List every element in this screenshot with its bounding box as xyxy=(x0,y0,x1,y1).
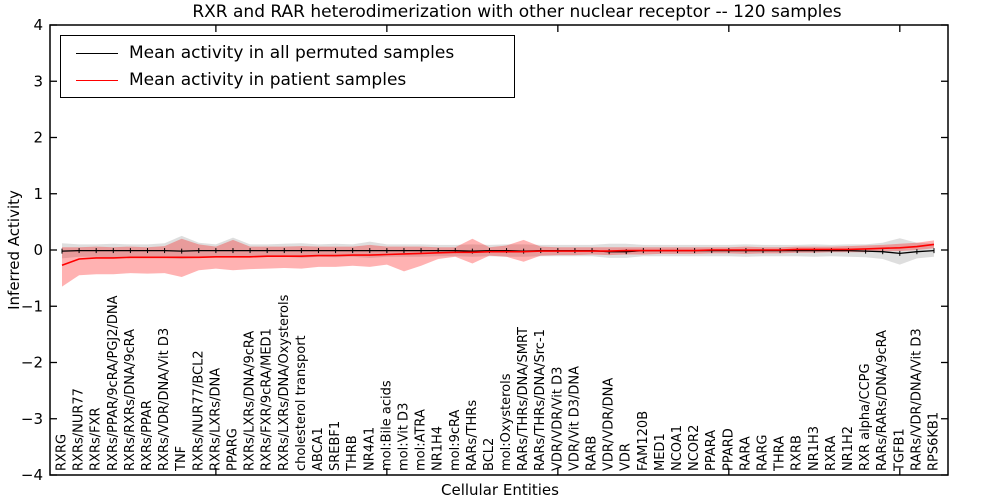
x-category-label: RXRA xyxy=(824,436,839,471)
x-category-label: MED1 xyxy=(653,433,668,471)
y-tick-label: 4 xyxy=(33,16,43,34)
x-category-label: RXRB xyxy=(790,435,805,471)
x-category-label: NR1H4 xyxy=(431,426,446,471)
x-category-label: RXRs/PPAR/9cRA/PGJ2/DNA xyxy=(106,295,121,471)
x-category-label: mol:Vit D3 xyxy=(397,403,412,471)
legend-line-permuted xyxy=(76,52,118,54)
x-category-label: RXRs/VDR/DNA/Vit D3 xyxy=(157,328,172,471)
x-category-label: RPS6KB1 xyxy=(927,412,942,471)
x-category-label: RXRs/LXRs/DNA/9cRA xyxy=(243,331,258,471)
y-tick-label: −2 xyxy=(21,354,43,372)
x-category-label: RXR alpha/CCPG xyxy=(858,363,873,471)
x-category-label: RXRs/PPAR xyxy=(140,400,155,471)
x-category-label: VDR/VDR/DNA xyxy=(602,378,617,471)
x-category-label: VDR/VDR/Vit D3 xyxy=(550,367,565,471)
x-category-label: RXRs/LXRs/DNA/Oxysterols xyxy=(277,294,292,471)
x-category-label: VDR xyxy=(619,443,634,471)
y-tick-label: −4 xyxy=(21,466,43,484)
chart-title: RXR and RAR heterodimerization with othe… xyxy=(192,2,842,22)
legend-label-patient: Mean activity in patient samples xyxy=(129,70,407,90)
y-tick-label: 2 xyxy=(33,129,43,147)
y-axis-label: Inferred Activity xyxy=(5,190,23,310)
permuted-mean-line xyxy=(61,249,935,255)
x-category-label: PPARD xyxy=(721,428,736,471)
x-category-label: RARA xyxy=(738,436,753,471)
x-category-label: THRB xyxy=(345,435,360,472)
patient-mean-line xyxy=(61,243,935,266)
y-tick-label: 1 xyxy=(33,185,43,203)
legend: Mean activity in all permuted samples Me… xyxy=(60,35,515,98)
legend-entry-permuted: Mean activity in all permuted samples xyxy=(61,43,514,63)
x-category-label: RARs/RARs/DNA/9cRA xyxy=(875,330,890,471)
x-category-label: NR1H3 xyxy=(807,426,822,471)
x-category-label: RARs/THRs/DNA/SMRT xyxy=(516,327,531,471)
x-category-label: NR1H2 xyxy=(841,426,856,471)
legend-label-permuted: Mean activity in all permuted samples xyxy=(129,43,455,63)
x-category-label: VDR/Vit D3/DNA xyxy=(567,366,582,471)
x-category-label: NR4A1 xyxy=(362,427,377,471)
x-category-label: RARs/THRs/DNA/Src-1 xyxy=(533,329,548,471)
x-category-label: mol:9cRA xyxy=(448,409,463,471)
x-category-label: NCOA1 xyxy=(670,425,685,471)
x-category-label: RXRs/FXR/9cRA/MED1 xyxy=(260,328,275,471)
x-category-label: NCOR2 xyxy=(687,425,702,471)
x-category-label: RARG xyxy=(756,434,771,471)
legend-line-patient xyxy=(76,79,118,81)
x-category-label: mol:ATRA xyxy=(414,409,429,471)
x-category-label: RXRs/LXRs/DNA xyxy=(208,368,223,471)
x-category-label: RXRs/NUR77/BCL2 xyxy=(191,350,206,471)
x-category-label: RXRG xyxy=(55,434,70,471)
x-category-label: cholesterol transport xyxy=(294,335,309,471)
x-category-label: ABCA1 xyxy=(311,427,326,471)
y-tick-label: 0 xyxy=(33,241,43,259)
x-category-label: PPARA xyxy=(704,430,719,471)
x-category-label: TGFB1 xyxy=(892,428,907,472)
x-category-label: BCL2 xyxy=(482,438,497,471)
x-category-label: RXRs/FXR xyxy=(89,407,104,471)
x-category-label: mol:Bile acids xyxy=(379,380,394,471)
x-category-label: PPARG xyxy=(226,428,241,471)
x-category-label: FAM120B xyxy=(636,411,651,471)
y-tick-label: −1 xyxy=(21,297,43,315)
x-category-label: mol:Oxysterols xyxy=(499,373,514,471)
y-tick-label: 3 xyxy=(33,72,43,90)
x-category-label: RXRs/RXRs/DNA/9cRA xyxy=(123,329,138,471)
x-category-label: RXRs/NUR77 xyxy=(72,388,87,471)
x-category-label: RARB xyxy=(585,436,600,471)
y-tick-label: −3 xyxy=(21,410,43,428)
x-axis-label: Cellular Entities xyxy=(441,481,559,499)
x-category-label: THRA xyxy=(773,436,788,472)
x-category-label: TNF xyxy=(174,446,189,472)
legend-entry-patient: Mean activity in patient samples xyxy=(61,70,514,90)
x-category-label: RARs/VDR/DNA/Vit D3 xyxy=(909,328,924,471)
x-category-label: RARs/THRs xyxy=(465,400,480,471)
x-category-label: SREBF1 xyxy=(328,421,343,471)
